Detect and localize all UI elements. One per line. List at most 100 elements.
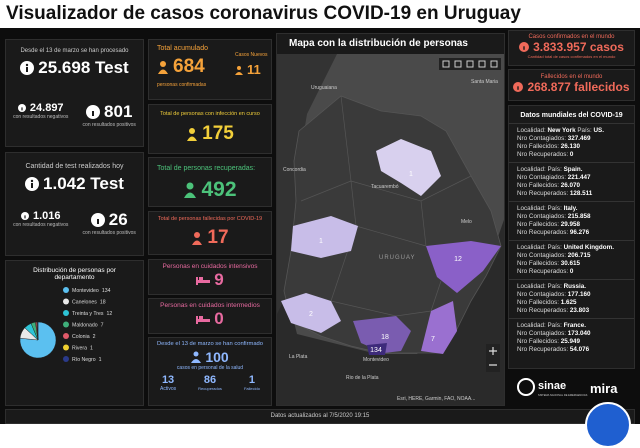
country-entry: Localidad: País: France. Nro Contagiados:… [509, 318, 634, 357]
label: Nro Contagiados: [517, 330, 567, 337]
info-icon [25, 177, 40, 191]
deaths: Total de personas fallecidas por COVID-1… [148, 211, 272, 255]
legend-value: 1 [90, 346, 93, 352]
label: Total de personas con infección en curso [160, 111, 260, 117]
label: Fallecidos en el mundo [540, 74, 603, 80]
map-title: Mapa con la distribución de personas [289, 38, 468, 49]
country: Italy. [563, 205, 578, 212]
place: Concordia [283, 167, 306, 173]
label: Personas en cuidados intensivos [162, 263, 258, 270]
country-line: Localidad: New York País: US. [517, 127, 626, 135]
zoom-controls[interactable] [486, 344, 500, 372]
negative-label: con resultados negativos [13, 222, 69, 228]
sub: personas confirmadas [157, 82, 207, 88]
positive: 26 [108, 210, 128, 229]
label: País: [547, 283, 562, 290]
label: Nro Contagiados: [517, 174, 567, 181]
info-icon [513, 82, 524, 92]
stat-line: Nro Fallecidos: 25.949 [517, 338, 626, 346]
label: Total acumulado [157, 45, 208, 52]
negative: 24.897 [29, 102, 64, 114]
mira: mira [590, 381, 618, 396]
recovered: 0 [569, 268, 574, 275]
label: Cantidad de test realizados hoy [25, 163, 124, 170]
region[interactable] [421, 301, 457, 354]
legend-swatch [63, 333, 69, 339]
map[interactable]: 1 1 12 2 18 134 7 Uruguaiana Santa Maria… [277, 54, 505, 406]
recovered: 96.276 [569, 229, 590, 236]
place: Montevideo [363, 357, 389, 363]
label: Nro Contagiados: [517, 291, 567, 298]
active-label: Activos [160, 386, 177, 392]
label: Localidad: [517, 166, 546, 173]
value: 175 [202, 123, 234, 144]
confirmed: 173.040 [567, 330, 591, 337]
region[interactable] [281, 293, 341, 333]
stat-line: Nro Recuperados: 96.276 [517, 229, 626, 237]
region[interactable] [353, 316, 411, 353]
region-count: 18 [381, 334, 389, 341]
value: 9 [214, 270, 224, 289]
title: Visualizador de casos coronavirus COVID-… [6, 3, 521, 24]
person-icon [235, 65, 243, 75]
sub: Cantidad total de casos confirmados en e… [527, 54, 616, 59]
legend-swatch [63, 344, 69, 351]
help-button[interactable] [585, 402, 631, 448]
new-label: Casos Nuevos [235, 52, 268, 58]
map-toolbar[interactable] [439, 58, 501, 70]
sub: casos en personal de la salud [176, 365, 244, 371]
positive: 801 [104, 102, 133, 121]
label: Nro Recuperados: [517, 151, 569, 158]
info-icon [90, 213, 105, 227]
recovered: 23.803 [569, 307, 590, 314]
region-count: 134 [370, 347, 382, 354]
confirmed: 327.469 [567, 135, 591, 142]
page: Visualizador de casos coronavirus COVID-… [0, 3, 640, 448]
bed-icon [196, 277, 211, 285]
label: Localidad: [517, 283, 546, 290]
region[interactable] [367, 343, 387, 355]
legend-swatch [63, 321, 69, 328]
place: Santa Maria [471, 79, 498, 85]
person-icon [192, 232, 203, 245]
recovered-label: Recuperados [198, 386, 222, 391]
label: Desde el 13 de marzo se han procesado [20, 48, 129, 54]
country: US. [593, 127, 604, 134]
value: 0 [214, 309, 224, 328]
stat-line: Nro Fallecidos: 29.958 [517, 221, 626, 229]
label: Nro Recuperados: [517, 190, 569, 197]
legend-value: 1 [99, 357, 102, 363]
legend-swatch [63, 298, 69, 305]
stat-line: Nro Contagiados: 173.040 [517, 330, 626, 338]
tests-total: Desde el 13 de marzo se han procesado 25… [5, 39, 144, 147]
tests-today: Cantidad de test realizados hoy 1.042 Te… [5, 152, 144, 256]
info-icon [20, 61, 35, 75]
legend-value: 18 [100, 300, 106, 306]
value: 25.698 Test [38, 58, 129, 77]
label: País: [547, 205, 562, 212]
stat-line: Nro Fallecidos: 1.625 [517, 299, 626, 307]
stat-line: Nro Contagiados: 327.469 [517, 135, 626, 143]
stat-line: Nro Recuperados: 0 [517, 268, 626, 276]
country-line: Localidad: País: France. [517, 322, 626, 330]
logos: sinae SISTEMA NACIONAL DE EMERGENCIAS mi… [512, 374, 635, 404]
deceased: 1 [248, 374, 256, 386]
label: Nro Fallecidos: [517, 143, 559, 150]
region[interactable] [376, 139, 441, 196]
stat-line: Nro Fallecidos: 26.130 [517, 143, 626, 151]
region[interactable] [291, 216, 358, 258]
deaths: 26.130 [560, 143, 581, 150]
legend-label: Río Negro [72, 357, 96, 363]
label: Nro Fallecidos: [517, 338, 559, 345]
region[interactable] [426, 241, 501, 293]
map-panel: Mapa con la distribución de personas 1 1… [276, 33, 505, 406]
label: País: [547, 166, 562, 173]
country-entry: Localidad: New York País: US. Nro Contagi… [509, 123, 634, 162]
dashboard: Desde el 13 de marzo se han procesado 25… [0, 28, 640, 448]
stat-line: Nro Contagiados: 215.858 [517, 213, 626, 221]
cases: Total acumulado 684 personas confirmadas… [148, 39, 272, 100]
label: Total de personas fallecidas por COVID-1… [157, 216, 263, 222]
label: Nro Contagiados: [517, 135, 567, 142]
label: Nro Contagiados: [517, 252, 567, 259]
